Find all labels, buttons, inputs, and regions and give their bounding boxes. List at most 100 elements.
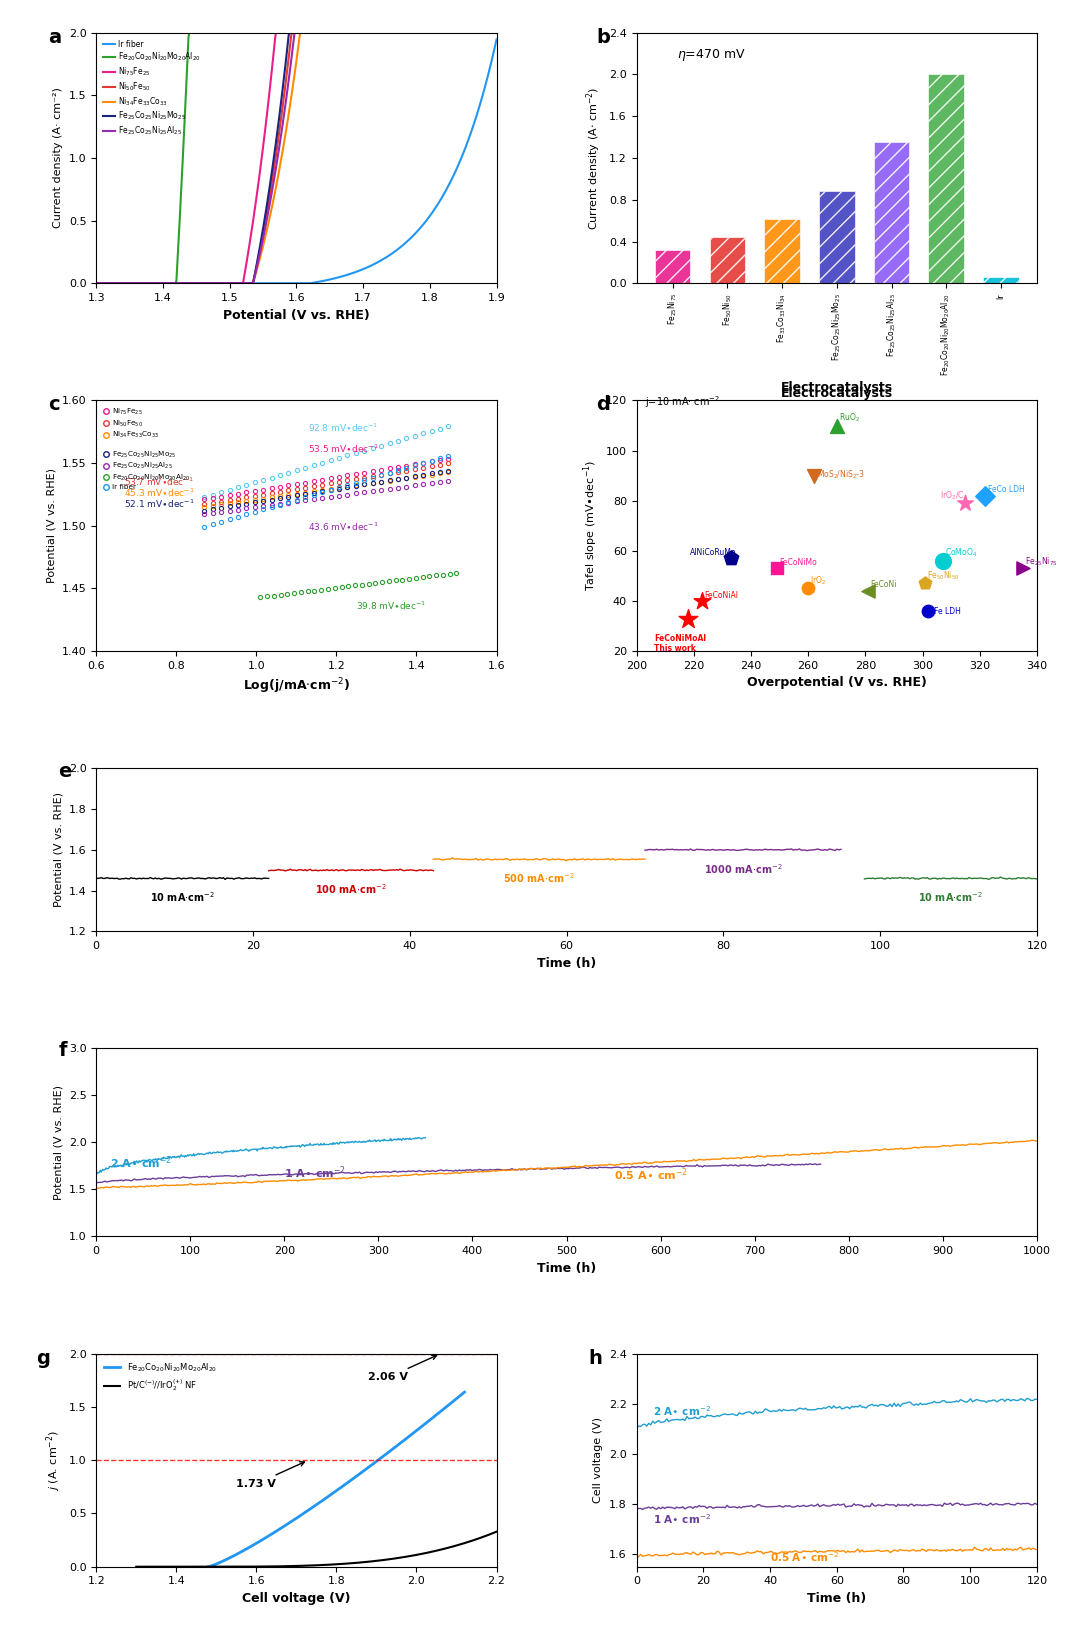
Text: 1.73 V: 1.73 V xyxy=(236,1462,305,1488)
Fe$_{20}$Co$_{20}$Ni$_{20}$Mo$_{20}$Al$_{20}$ xyxy=(212,1554,224,1573)
Text: 10 mA$\cdot$cm$^{-2}$: 10 mA$\cdot$cm$^{-2}$ xyxy=(918,891,983,904)
Y-axis label: Current density (A· cm⁻²): Current density (A· cm⁻²) xyxy=(53,88,63,228)
Y-axis label: Tafel slope (mV$\bullet$dec$^{-1}$): Tafel slope (mV$\bullet$dec$^{-1}$) xyxy=(582,460,600,591)
Text: FeCoNiMoAl
This work: FeCoNiMoAl This work xyxy=(654,633,706,653)
Fe$_{20}$Co$_{20}$Ni$_{20}$Mo$_{20}$Al$_{20}$ xyxy=(270,1521,283,1541)
Y-axis label: Current density (A$\cdot$ cm$^{-2}$): Current density (A$\cdot$ cm$^{-2}$) xyxy=(585,86,604,230)
Text: h: h xyxy=(589,1350,603,1368)
Pt/C$^{(-)}$//IrO$_2^{(+)}$ NF xyxy=(433,1541,446,1560)
Text: 92.8 mV$\bullet$dec$^{-1}$: 92.8 mV$\bullet$dec$^{-1}$ xyxy=(308,421,378,434)
Point xyxy=(828,413,846,439)
Pt/C$^{(-)}$//IrO$_2^{(+)}$ NF xyxy=(490,1523,502,1542)
Legend: Fe$_{20}$Co$_{20}$Ni$_{20}$Mo$_{20}$Al$_{20}$, Pt/C$^{(-)}$//IrO$_2^{(+)}$ NF: Fe$_{20}$Co$_{20}$Ni$_{20}$Mo$_{20}$Al$_… xyxy=(100,1358,220,1397)
Point xyxy=(769,555,786,581)
Text: j=10 mA$\cdot$ cm$^{-2}$: j=10 mA$\cdot$ cm$^{-2}$ xyxy=(646,393,721,410)
Point xyxy=(694,588,711,614)
Text: IrO$_2$/C: IrO$_2$/C xyxy=(941,490,965,501)
Text: 53.7 mV$\bullet$dec$^{-1}$: 53.7 mV$\bullet$dec$^{-1}$ xyxy=(124,475,193,488)
Text: 100 mA$\cdot$cm$^{-2}$: 100 mA$\cdot$cm$^{-2}$ xyxy=(315,883,387,896)
Text: 1 A$\bullet$ cm$^{-2}$: 1 A$\bullet$ cm$^{-2}$ xyxy=(284,1164,346,1180)
Legend: Ni$_{75}$Fe$_{25}$, Ni$_{50}$Fe$_{50}$, Ni$_{34}$Fe$_{33}$Co$_{33}$, , Fe$_{25}$: Ni$_{75}$Fe$_{25}$, Ni$_{50}$Fe$_{50}$, … xyxy=(99,405,193,493)
Text: c: c xyxy=(48,395,60,415)
Point xyxy=(977,483,994,509)
Bar xyxy=(655,250,691,284)
Text: d: d xyxy=(597,395,610,415)
Pt/C$^{(-)}$//IrO$_2^{(+)}$ NF xyxy=(129,1557,142,1577)
Text: 0.5 A$\bullet$ cm$^{-2}$: 0.5 A$\bullet$ cm$^{-2}$ xyxy=(770,1550,839,1563)
Pt/C$^{(-)}$//IrO$_2^{(+)}$ NF xyxy=(344,1554,357,1573)
Text: 39.8 mV$\bullet$dec$^{-1}$: 39.8 mV$\bullet$dec$^{-1}$ xyxy=(356,599,427,612)
Bar xyxy=(710,237,745,284)
Text: 53.5 mV$\bullet$dec$^{-1}$: 53.5 mV$\bullet$dec$^{-1}$ xyxy=(308,442,378,455)
Text: 1 A$\bullet$ cm$^{-2}$: 1 A$\bullet$ cm$^{-2}$ xyxy=(653,1513,711,1526)
X-axis label: Time (h): Time (h) xyxy=(537,956,597,969)
Point xyxy=(957,490,974,516)
Pt/C$^{(-)}$//IrO$_2^{(+)}$ NF xyxy=(343,1554,356,1573)
Y-axis label: $j$ (A. cm$^{-2}$): $j$ (A. cm$^{-2}$) xyxy=(45,1430,63,1490)
Y-axis label: Potential (V vs. RHE): Potential (V vs. RHE) xyxy=(53,792,63,907)
Point xyxy=(919,597,936,623)
Bar xyxy=(873,142,910,284)
Text: 10 mA$\cdot$cm$^{-2}$: 10 mA$\cdot$cm$^{-2}$ xyxy=(150,891,215,904)
Text: Fe$_{25}$Ni$_{75}$: Fe$_{25}$Ni$_{75}$ xyxy=(1025,557,1057,568)
Text: FeCoNi: FeCoNi xyxy=(870,581,897,589)
Line: Pt/C$^{(-)}$//IrO$_2^{(+)}$ NF: Pt/C$^{(-)}$//IrO$_2^{(+)}$ NF xyxy=(136,1532,496,1567)
Point xyxy=(859,578,877,604)
Text: e: e xyxy=(59,762,72,780)
Point xyxy=(934,548,951,574)
X-axis label: Potential (V vs. RHE): Potential (V vs. RHE) xyxy=(223,308,370,322)
Text: NiFe LDH: NiFe LDH xyxy=(926,607,961,615)
Text: 1000 mA$\cdot$cm$^{-2}$: 1000 mA$\cdot$cm$^{-2}$ xyxy=(703,862,783,876)
Legend: Ir fiber, Fe$_{20}$Co$_{20}$Ni$_{20}$Mo$_{20}$Al$_{20}$, Ni$_{75}$Fe$_{25}$, Ni$: Ir fiber, Fe$_{20}$Co$_{20}$Ni$_{20}$Mo$… xyxy=(100,36,203,140)
Text: Fe$_{50}$Ni$_{50}$: Fe$_{50}$Ni$_{50}$ xyxy=(927,570,960,583)
Fe$_{20}$Co$_{20}$Ni$_{20}$Mo$_{20}$Al$_{20}$ xyxy=(436,1400,449,1420)
Text: f: f xyxy=(59,1041,67,1059)
Y-axis label: Cell voltage (V): Cell voltage (V) xyxy=(593,1417,604,1503)
Text: g: g xyxy=(36,1350,50,1368)
X-axis label: Electrocatalysts: Electrocatalysts xyxy=(780,382,893,395)
Fe$_{20}$Co$_{20}$Ni$_{20}$Mo$_{20}$Al$_{20}$ xyxy=(249,1534,262,1554)
Text: a: a xyxy=(48,28,61,47)
Fe$_{20}$Co$_{20}$Ni$_{20}$Mo$_{20}$Al$_{20}$ xyxy=(459,1382,471,1402)
X-axis label: Overpotential (V vs. RHE): Overpotential (V vs. RHE) xyxy=(747,676,927,689)
Text: b: b xyxy=(597,28,610,47)
Text: FeCo LDH: FeCo LDH xyxy=(988,485,1024,494)
Text: 52.1 mV$\bullet$dec$^{-1}$: 52.1 mV$\bullet$dec$^{-1}$ xyxy=(124,498,195,511)
Point xyxy=(800,576,817,602)
Y-axis label: Potential (V vs. RHE): Potential (V vs. RHE) xyxy=(46,468,57,583)
X-axis label: Time (h): Time (h) xyxy=(537,1262,597,1275)
Text: IrO$_2$: IrO$_2$ xyxy=(810,574,826,588)
Text: 500 mA$\cdot$cm$^{-2}$: 500 mA$\cdot$cm$^{-2}$ xyxy=(503,871,575,886)
Point xyxy=(805,462,822,488)
Text: 2 A$\bullet$ cm$^{-2}$: 2 A$\bullet$ cm$^{-2}$ xyxy=(110,1155,172,1172)
Fe$_{20}$Co$_{20}$Ni$_{20}$Mo$_{20}$Al$_{20}$ xyxy=(445,1392,458,1412)
Bar xyxy=(929,75,964,284)
Text: 45.3 mV$\bullet$dec$^{-1}$: 45.3 mV$\bullet$dec$^{-1}$ xyxy=(124,486,195,499)
Text: RuO$_2$: RuO$_2$ xyxy=(839,411,861,424)
Text: FeCoNiMo: FeCoNiMo xyxy=(779,558,817,566)
Y-axis label: Potential (V vs. RHE): Potential (V vs. RHE) xyxy=(53,1085,63,1200)
X-axis label: Log(j/mA$\cdot$cm$^{-2}$): Log(j/mA$\cdot$cm$^{-2}$) xyxy=(243,676,350,695)
Pt/C$^{(-)}$//IrO$_2^{(+)}$ NF xyxy=(351,1554,363,1573)
Bar xyxy=(764,219,800,284)
Text: AlNiCoRuMo: AlNiCoRuMo xyxy=(690,548,737,557)
X-axis label: Cell voltage (V): Cell voltage (V) xyxy=(242,1591,351,1604)
Bar xyxy=(983,277,1019,284)
Fe$_{20}$Co$_{20}$Ni$_{20}$Mo$_{20}$Al$_{20}$ xyxy=(217,1550,230,1570)
Pt/C$^{(-)}$//IrO$_2^{(+)}$ NF xyxy=(131,1557,144,1577)
Line: Fe$_{20}$Co$_{20}$Ni$_{20}$Mo$_{20}$Al$_{20}$: Fe$_{20}$Co$_{20}$Ni$_{20}$Mo$_{20}$Al$_… xyxy=(208,1392,465,1567)
Point xyxy=(723,545,740,571)
Title: Electrocatalysts: Electrocatalysts xyxy=(780,387,893,400)
Pt/C$^{(-)}$//IrO$_2^{(+)}$ NF xyxy=(456,1534,469,1554)
Text: MoS$_2$/NiS$_2$-3: MoS$_2$/NiS$_2$-3 xyxy=(817,468,865,481)
X-axis label: Time (h): Time (h) xyxy=(807,1591,866,1604)
Text: 43.6 mV$\bullet$dec$^{-1}$: 43.6 mV$\bullet$dec$^{-1}$ xyxy=(308,521,378,532)
Point xyxy=(917,571,934,597)
Point xyxy=(680,605,697,632)
Fe$_{20}$Co$_{20}$Ni$_{20}$Mo$_{20}$Al$_{20}$ xyxy=(202,1557,215,1577)
Point xyxy=(1014,555,1032,581)
Text: $\eta$=470 mV: $\eta$=470 mV xyxy=(677,47,745,62)
Text: 2.06 V: 2.06 V xyxy=(369,1355,436,1382)
Text: CoMoO$_4$: CoMoO$_4$ xyxy=(945,547,977,560)
Text: FeCoNiAl: FeCoNiAl xyxy=(704,591,739,599)
